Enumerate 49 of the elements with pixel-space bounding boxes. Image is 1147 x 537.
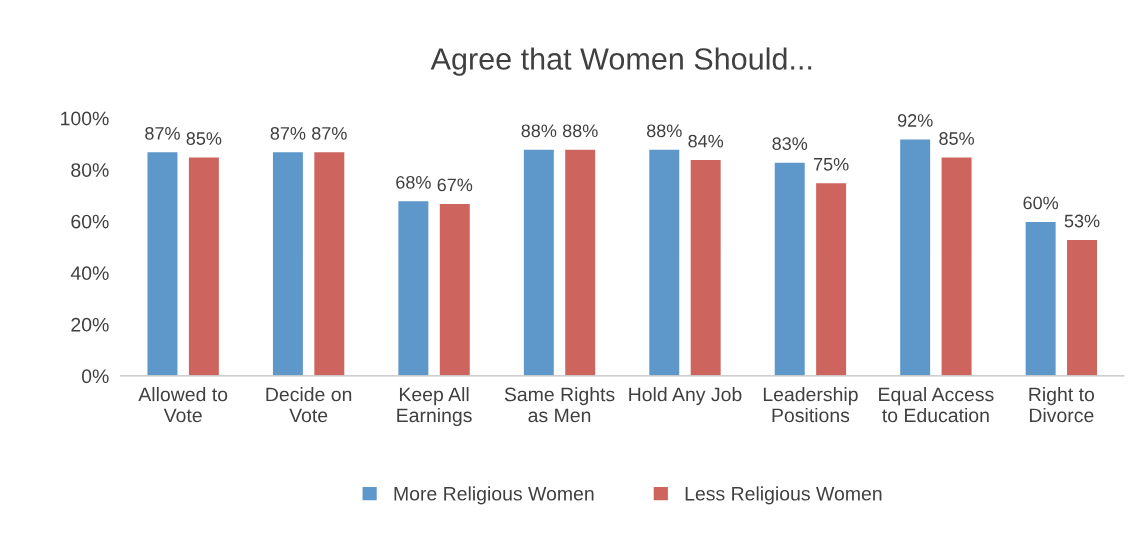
data-label: 60%	[1023, 196, 1059, 210]
bar	[187, 156, 221, 376]
data-label: 87%	[145, 126, 180, 140]
data-label: 68%	[396, 175, 431, 189]
x-tick-label: Right to Divorce	[1029, 387, 1095, 423]
bar	[563, 148, 597, 376]
data-label: 85%	[939, 132, 975, 145]
data-label: 88%	[646, 124, 682, 138]
data-label: 83%	[772, 137, 808, 151]
bar	[146, 150, 179, 376]
x-tick-label: Hold Any Job	[629, 387, 742, 406]
data-label: 75%	[813, 157, 849, 171]
data-label: 53%	[1064, 214, 1100, 228]
x-tick-label: Keep All Earnings	[397, 387, 472, 427]
bar	[438, 202, 472, 376]
bar	[898, 138, 932, 376]
data-label: 84%	[688, 134, 724, 148]
legend-label: Less Religious Women	[685, 486, 882, 505]
chart-title: Agree that Women Should...	[430, 47, 812, 76]
bar	[773, 161, 807, 376]
x-tick-label: Allowed to Vote	[138, 387, 228, 423]
y-tick-label: 20%	[71, 317, 109, 332]
data-label: 87%	[270, 126, 306, 140]
y-tick-label: 60%	[71, 214, 109, 229]
bar	[1024, 220, 1058, 376]
data-label: 87%	[312, 126, 347, 140]
data-label: 92%	[897, 114, 933, 127]
x-tick-label: Leadership Positions	[763, 387, 858, 423]
x-tick-label: Same Rights as Men	[504, 387, 615, 423]
bar	[647, 148, 681, 376]
bar	[689, 158, 723, 376]
x-tick-label: Decide on Vote	[266, 387, 352, 423]
bar	[312, 150, 346, 376]
data-label: 67%	[437, 178, 473, 192]
x-tick-label: Equal Access to Education	[879, 387, 994, 423]
y-tick-label: 80%	[71, 163, 109, 177]
bar	[1065, 238, 1099, 376]
data-label: 85%	[186, 132, 222, 145]
legend-label: More Religious Women	[394, 486, 594, 505]
bar	[814, 181, 848, 376]
bar	[396, 199, 430, 376]
y-tick-label: 0%	[81, 369, 109, 384]
data-label: 88%	[562, 124, 598, 138]
y-tick-label: 100%	[61, 111, 109, 126]
data-label: 88%	[521, 124, 557, 138]
bar	[522, 148, 556, 376]
y-tick-label: 40%	[70, 266, 109, 281]
bar	[271, 150, 305, 376]
bar	[940, 156, 973, 376]
